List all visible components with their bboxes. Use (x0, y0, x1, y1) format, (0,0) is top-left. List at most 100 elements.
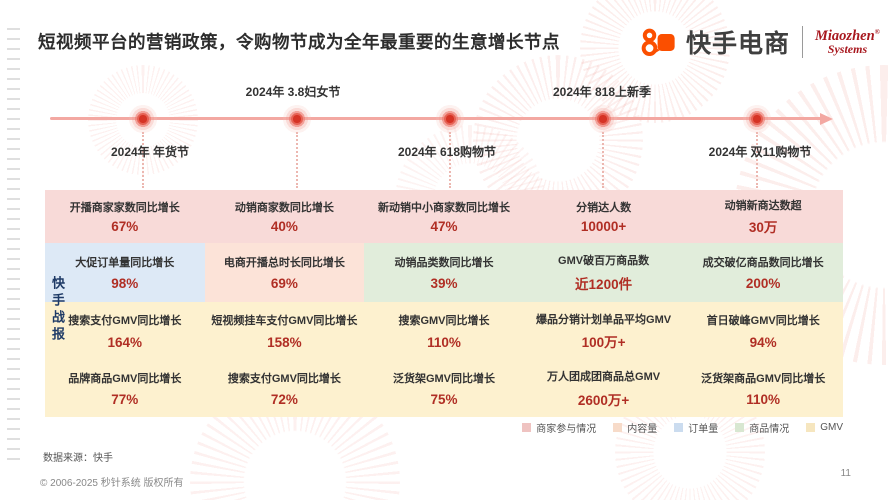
table-cell: 泛货架GMV同比增长 75% (364, 360, 524, 417)
metric-label: 泛货架商品GMV同比增长 (701, 373, 826, 385)
metric-label: 品牌商品GMV同比增长 (68, 373, 182, 385)
legend-label: 内容量 (627, 424, 658, 435)
metric-value: 30万 (748, 220, 778, 235)
legend-label: 订单量 (688, 424, 719, 435)
metric-value: 158% (267, 334, 302, 350)
legend: 商家参与情况 内容量 订单量 商品情况 GMV (522, 420, 843, 435)
metric-value: 47% (430, 219, 458, 235)
metric-label: GMV破百万商品数 (558, 255, 650, 267)
metric-value: 75% (430, 392, 458, 407)
metric-value: 77% (111, 392, 139, 407)
kuaishou-logo-icon (641, 28, 675, 56)
legend-item: GMV (806, 422, 843, 433)
legend-swatch-icon (522, 423, 532, 432)
metric-value: 98% (111, 276, 139, 292)
legend-label: GMV (820, 422, 843, 433)
copyright-note: © 2006-2025 秒针系统 版权所有 (40, 478, 184, 489)
table-cell: 动销新商达数超 30万 (683, 190, 843, 243)
metric-label: 新动销中小商家数同比增长 (377, 201, 510, 214)
timeline-node-icon (742, 103, 772, 134)
page-number: 11 (840, 468, 851, 479)
timeline-connector (296, 132, 298, 188)
metric-value: 近1200件 (575, 277, 633, 292)
table-cell: 首日破峰GMV同比增长 94% (683, 302, 843, 360)
metric-value: 110% (427, 334, 461, 350)
metric-value: 2600万+ (577, 392, 630, 408)
kuaishou-wordmark: 快手电商 (686, 30, 791, 58)
metric-label: 爆品分销计划单品平均GMV (536, 313, 672, 326)
table-cell: 泛货架商品GMV同比增长 110% (683, 360, 843, 417)
metric-label: 首日破峰GMV同比增长 (706, 315, 820, 328)
timeline-event-label: 2024年 年货节 (110, 145, 190, 159)
metric-label: 成交破亿商品数同比增长 (702, 256, 824, 269)
table-group-label: 快手战报 (50, 276, 65, 344)
metric-value: 110% (746, 392, 781, 407)
legend-swatch-icon (613, 423, 623, 432)
metric-label: 开播商家家数同比增长 (69, 201, 180, 214)
metric-value: 40% (270, 219, 298, 235)
timeline-connector (449, 132, 451, 188)
timeline-node-icon (588, 103, 618, 134)
legend-item: 内容量 (613, 420, 657, 435)
metric-label: 分销达人数 (576, 201, 632, 214)
metric-label: 搜索GMV同比增长 (398, 315, 490, 328)
timeline-event-label: 2024年 818上新季 (552, 85, 652, 99)
table-cell: 新动销中小商家数同比增长 47% (364, 190, 524, 243)
legend-item: 商品情况 (735, 420, 789, 435)
timeline-connector (602, 132, 604, 188)
table-cell: 搜索支付GMV同比增长 72% (204, 360, 365, 417)
data-source-note: 数据来源：快手 (43, 453, 113, 464)
timeline-node-icon (282, 103, 312, 134)
table-row: 品牌商品GMV同比增长 77% 搜索支付GMV同比增长 72% 泛货架GMV同比… (45, 360, 843, 417)
table-cell: 搜索支付GMV同比增长 164% (45, 302, 205, 360)
legend-swatch-icon (806, 423, 816, 432)
metric-value: 67% (111, 219, 139, 235)
metric-value: 10000+ (580, 219, 627, 235)
table-cell: 大促订单量同比增长 98% (45, 243, 205, 302)
metric-label: 大促订单量同比增长 (75, 256, 175, 269)
timeline-connector (756, 132, 758, 188)
table-cell: 成交破亿商品数同比增长 200% (683, 243, 843, 302)
metric-label: 动销新商达数超 (724, 200, 802, 212)
metric-label: 搜索支付GMV同比增长 (68, 315, 182, 328)
legend-item: 订单量 (674, 420, 718, 435)
metric-value: 72% (270, 392, 298, 407)
table-cell: 爆品分销计划单品平均GMV 100万+ (523, 302, 684, 360)
timeline-event-label: 2024年 618购物节 (397, 145, 497, 159)
miaozhen-logo: Miaozhen® Systems (815, 27, 880, 56)
table-cell: 短视频挂车支付GMV同比增长 158% (204, 302, 365, 360)
metric-value: 94% (749, 334, 777, 350)
legend-swatch-icon (735, 423, 745, 432)
table-cell: 开播商家家数同比增长 67% (45, 190, 205, 243)
metric-label: 动销品类数同比增长 (394, 256, 494, 269)
stats-table: 开播商家家数同比增长 67% 动销商家数同比增长 40% 新动销中小商家数同比增… (45, 190, 843, 417)
metric-label: 动销商家数同比增长 (234, 201, 334, 214)
table-cell: 电商开播总时长同比增长 69% (204, 243, 365, 302)
table-cell: GMV破百万商品数 近1200件 (523, 243, 684, 302)
table-cell: 动销商家数同比增长 40% (204, 190, 365, 243)
metric-value: 39% (430, 276, 458, 292)
table-cell: 搜索GMV同比增长 110% (364, 302, 524, 360)
metric-value: 200% (745, 276, 781, 292)
metric-label: 泛货架GMV同比增长 (392, 373, 496, 385)
metric-label: 万人团成团商品总GMV (547, 371, 661, 384)
table-row: 大促订单量同比增长 98% 电商开播总时长同比增长 69% 动销品类数同比增长 … (45, 243, 843, 302)
legend-swatch-icon (674, 423, 684, 432)
legend-item: 商家参与情况 (522, 420, 596, 435)
legend-label: 商品情况 (749, 424, 790, 435)
logo-divider (802, 26, 804, 58)
metric-label: 电商开播总时长同比增长 (223, 256, 345, 269)
timeline-connector (142, 132, 144, 188)
timeline-node-icon (435, 103, 465, 134)
metric-value: 100万+ (581, 335, 626, 351)
table-cell: 万人团成团商品总GMV 2600万+ (523, 360, 684, 417)
miaozhen-line2: Systems (827, 41, 868, 56)
edge-dash-decoration (7, 28, 20, 468)
metric-label: 搜索支付GMV同比增长 (227, 373, 341, 385)
table-cell: 动销品类数同比增长 39% (364, 243, 524, 302)
table-cell: 分销达人数 10000+ (523, 190, 684, 243)
timeline-event-label: 2024年 双11购物节 (708, 145, 812, 159)
legend-label: 商家参与情况 (536, 424, 597, 435)
table-row: 开播商家家数同比增长 67% 动销商家数同比增长 40% 新动销中小商家数同比增… (45, 190, 843, 243)
